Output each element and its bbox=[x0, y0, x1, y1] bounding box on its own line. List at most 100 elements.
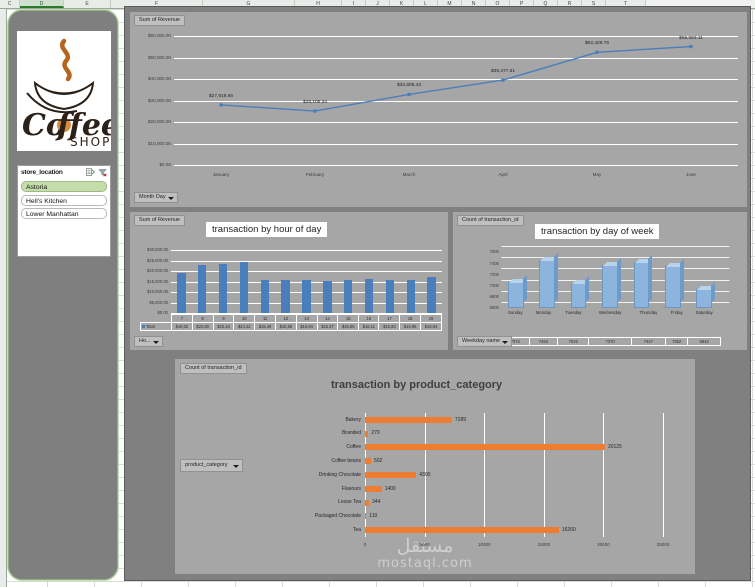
table-cell-11: $15,49 bbox=[254, 322, 276, 331]
table-header-14: 14 bbox=[316, 314, 339, 323]
table-cell-15: $15,65 bbox=[337, 322, 360, 331]
y-axis-tick-0: 6600 bbox=[489, 305, 499, 311]
slicer-item-list[interactable]: Astoria Hell's Kitchen Lower Manhattan bbox=[18, 179, 110, 219]
bar-tea bbox=[365, 527, 559, 534]
pivot-field-button-count-transaction-id-week[interactable]: Count of transaction_id bbox=[457, 215, 524, 226]
gridline-y-4 bbox=[174, 79, 738, 80]
multi-select-icon[interactable] bbox=[86, 168, 95, 177]
column-header-k[interactable]: K bbox=[390, 0, 414, 8]
x-axis-tick-4: May bbox=[592, 172, 602, 177]
table-cell-Friday: 7352 bbox=[664, 337, 689, 346]
data-label-1: $25,105.34 bbox=[302, 100, 327, 106]
column-header-f[interactable]: F bbox=[111, 0, 203, 8]
bar-13 bbox=[302, 279, 311, 313]
x-axis-tick-4: 20000 bbox=[597, 542, 610, 547]
bar-drinking-chocolate bbox=[365, 472, 417, 478]
table-cell-Thursday: 7427 bbox=[631, 337, 666, 346]
pivot-axis-button-month-day[interactable]: Month Day bbox=[134, 192, 178, 203]
table-cell-7: $19,02 bbox=[171, 322, 193, 331]
table-header-7: 7 bbox=[171, 314, 193, 323]
clear-filter-icon[interactable] bbox=[98, 168, 107, 177]
data-label-0: $27,919.66 bbox=[208, 93, 233, 99]
chart-title-day-of-week: transaction by day of week bbox=[535, 224, 660, 239]
data-label-4: 4300 bbox=[419, 471, 431, 478]
column-header-q[interactable]: Q bbox=[534, 0, 558, 8]
x-axis-tick-0: January bbox=[212, 172, 230, 177]
table-header-8: 8 bbox=[191, 314, 214, 323]
bar-14 bbox=[323, 280, 332, 313]
x-axis-tick-2: 10000 bbox=[477, 542, 491, 547]
slicer-item-astoria[interactable]: Astoria bbox=[21, 181, 107, 192]
bar-9 bbox=[218, 264, 228, 313]
slicer-item-hell-s-kitchen[interactable]: Hell's Kitchen bbox=[21, 194, 107, 206]
table-cell-8: $22,80 bbox=[191, 322, 214, 331]
column-header-g[interactable]: G bbox=[203, 0, 295, 8]
gridline-x-2 bbox=[484, 413, 486, 537]
table-cell-Wednesday: 7370 bbox=[588, 337, 632, 346]
pivot-axis-button-hour[interactable]: Ho... bbox=[134, 336, 163, 347]
bar-flavours bbox=[365, 485, 382, 492]
column-header-r[interactable]: R bbox=[558, 0, 582, 8]
chart-transaction-by-product-category[interactable]: Count of transaction_id transaction by p… bbox=[175, 359, 695, 574]
line-series-path bbox=[219, 44, 693, 113]
slicer-item-lower-manhattan[interactable]: Lower Manhattan bbox=[21, 208, 107, 219]
column-header-c[interactable]: C bbox=[0, 0, 20, 8]
column-header-s[interactable]: S bbox=[582, 0, 606, 8]
table-header-9: 9 bbox=[212, 314, 235, 323]
gridline-x-3 bbox=[543, 413, 545, 537]
gridline-y-6 bbox=[171, 250, 442, 251]
y-axis-tick-0: $0.00 bbox=[157, 310, 168, 316]
pivot-axis-button-weekday-name[interactable]: Weekday name bbox=[457, 336, 513, 347]
data-label-7: 110 bbox=[369, 513, 378, 520]
category-label-1: Branded bbox=[342, 430, 361, 437]
slicer-header: store_location bbox=[18, 166, 110, 179]
column-header-o[interactable]: O bbox=[486, 0, 510, 8]
pivot-field-button-sum-of-revenue[interactable]: Sum of Revenue bbox=[134, 15, 185, 26]
y-axis-tick-4: $40,000.00 bbox=[148, 76, 171, 81]
column-header-i[interactable]: I bbox=[342, 0, 366, 8]
y-axis-tick-5: $25,000.00 bbox=[147, 257, 168, 263]
table-header-10: 10 bbox=[233, 314, 256, 323]
pivot-field-button-sum-of-revenue-hour[interactable]: Sum of Revenue bbox=[134, 215, 185, 226]
table-cell-14: $15,37 bbox=[316, 322, 339, 331]
x-axis-tick-Sunday: Sunday bbox=[507, 310, 523, 315]
x-axis-tick-3: April bbox=[498, 172, 508, 177]
gridline-y-5 bbox=[501, 246, 730, 247]
bar-loose-tea bbox=[365, 499, 370, 506]
data-label-6: 344 bbox=[372, 499, 381, 506]
gridline-y-2 bbox=[174, 122, 738, 123]
column-header-e[interactable]: E bbox=[64, 0, 111, 8]
chart-revenue-by-month[interactable]: Sum of Revenue Month Day $0.00 $10,000.00… bbox=[130, 12, 747, 207]
column-header-t[interactable]: T bbox=[606, 0, 646, 8]
pivot-axis-button-product-category[interactable]: product_category bbox=[180, 459, 243, 472]
left-panel: Co ffee SHOP store_location As bbox=[8, 10, 118, 580]
column-header-p[interactable]: P bbox=[510, 0, 534, 8]
bar-18 bbox=[406, 279, 415, 313]
dashboard-canvas: Sum of Revenue Month Day $0.00 $10,000.00… bbox=[124, 6, 751, 581]
column-header-h[interactable]: H bbox=[295, 0, 342, 8]
bar-packaged-chocolate bbox=[365, 513, 367, 520]
gridline-x-5 bbox=[663, 413, 665, 537]
data-label-8: 16260 bbox=[561, 526, 576, 533]
slicer-title: store_location bbox=[21, 169, 63, 176]
chart-transaction-by-hour-of-day[interactable]: Sum of Revenue transaction by hour of da… bbox=[130, 212, 448, 350]
chart-transaction-by-day-of-week[interactable]: Count of transaction_id transaction by d… bbox=[453, 212, 747, 350]
bar-12 bbox=[281, 280, 290, 313]
category-label-7: Packaged Chocolate bbox=[314, 513, 361, 520]
category-label-2: Coffee bbox=[346, 444, 361, 451]
table-cell-18: $15,95 bbox=[399, 322, 422, 331]
pivot-field-button-count-transaction-id-category[interactable]: Count of transaction_id bbox=[180, 363, 247, 374]
gridline-x-1 bbox=[424, 413, 426, 537]
column-header-n[interactable]: N bbox=[462, 0, 486, 8]
gridline-y-6 bbox=[174, 36, 738, 37]
column-header-l[interactable]: L bbox=[414, 0, 438, 8]
x-axis-tick-Thursday: Thursday bbox=[639, 310, 658, 315]
column-header-m[interactable]: M bbox=[438, 0, 462, 8]
column-header-j[interactable]: J bbox=[366, 0, 390, 8]
category-label-3: Coffee beans bbox=[331, 458, 361, 465]
store-location-slicer[interactable]: store_location Astoria Hell's Kitchen Lowe… bbox=[17, 165, 111, 257]
coffee-shop-logo: Co ffee SHOP bbox=[17, 31, 111, 151]
column-header-d[interactable]: D bbox=[20, 0, 64, 8]
table-cell-16: $16,11 bbox=[358, 322, 380, 331]
